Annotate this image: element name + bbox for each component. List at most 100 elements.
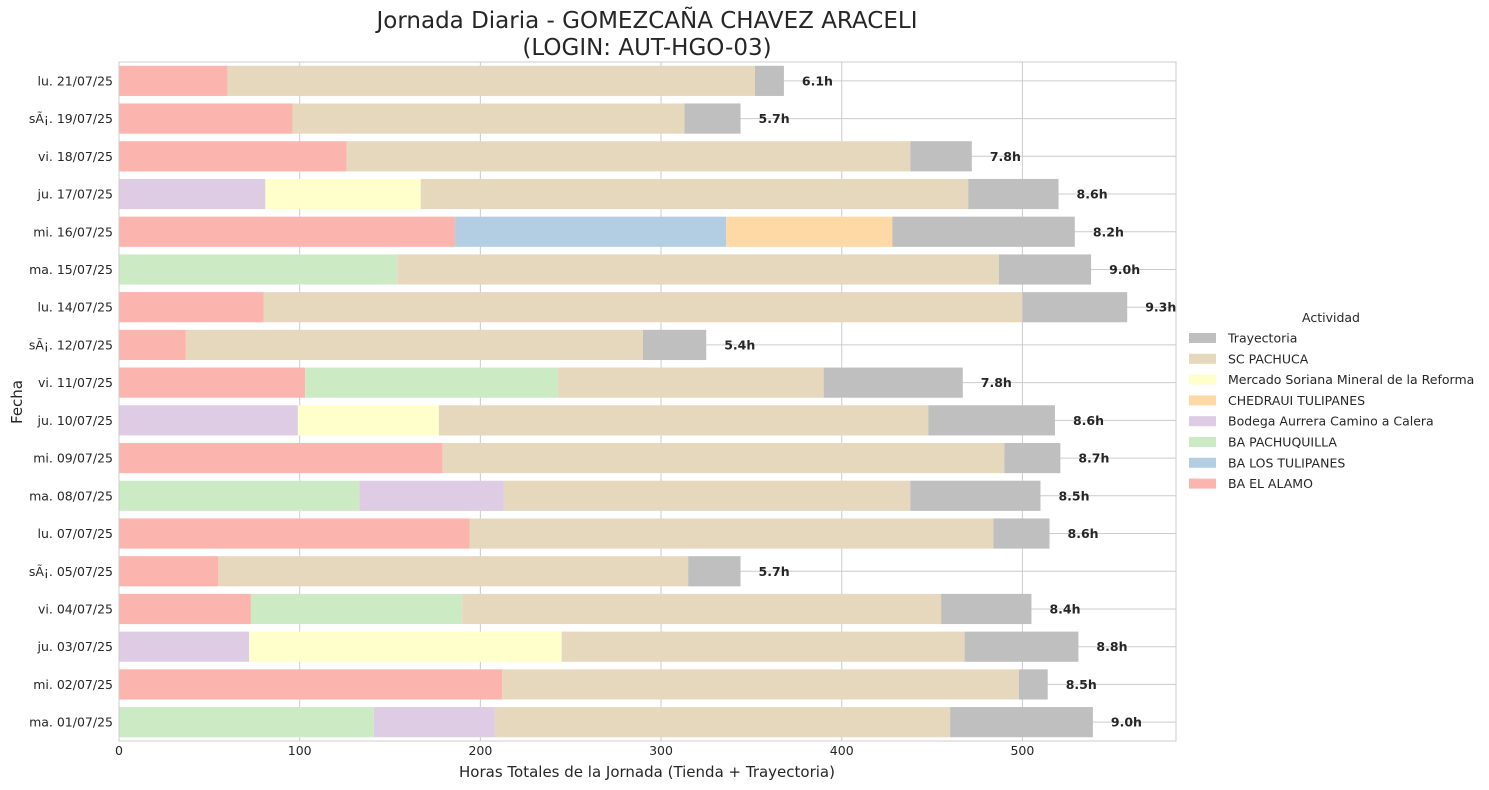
bar-total-label: 8.4h xyxy=(1049,601,1080,616)
bar-segment xyxy=(469,518,994,549)
x-tick-label: 200 xyxy=(468,743,492,758)
bar-segment xyxy=(119,367,306,398)
y-tick-label: ma. 01/07/25 xyxy=(29,715,113,730)
legend-entry-label: Bodega Aurrera Camino a Calera xyxy=(1228,414,1434,429)
x-axis-label: Horas Totales de la Jornada (Tienda + Tr… xyxy=(459,763,835,781)
bar-segment xyxy=(119,669,503,700)
bar-segment xyxy=(1018,669,1048,700)
bar-total-label: 8.8h xyxy=(1096,639,1127,654)
legend-swatch xyxy=(1189,416,1216,427)
legend-entry-label: Mercado Soriana Mineral de la Reforma xyxy=(1228,372,1474,387)
bar-segment xyxy=(119,103,293,134)
bar-total-label: 9.0h xyxy=(1111,715,1142,730)
y-axis-label: Fecha xyxy=(8,380,26,424)
bar-segment xyxy=(297,405,439,436)
bar-segment xyxy=(998,254,1092,285)
bar-total-label: 8.5h xyxy=(1066,677,1097,692)
x-tick-label: 0 xyxy=(115,743,123,758)
bar-segment xyxy=(964,631,1079,662)
x-axis-ticks: 0 100 200 300 400 500 xyxy=(115,743,1034,758)
bar-segment xyxy=(755,65,784,96)
x-tick-label: 400 xyxy=(830,743,854,758)
bar-segment xyxy=(346,141,911,172)
bar-segment xyxy=(397,254,999,285)
bar-total-label: 7.8h xyxy=(981,375,1012,390)
bar-segment xyxy=(249,631,562,662)
plot-frame xyxy=(118,61,1177,742)
bar-segment xyxy=(119,254,398,285)
y-tick-label: sÃ¡. 19/07/25 xyxy=(29,111,113,126)
legend-entry-label: BA LOS TULIPANES xyxy=(1228,455,1345,470)
bar-segment xyxy=(119,593,251,625)
bar-total-label: 5.7h xyxy=(759,564,790,579)
legend-entry-label: SC PACHUCA xyxy=(1228,351,1309,366)
bar-segment xyxy=(910,141,972,172)
y-tick-label: lu. 21/07/25 xyxy=(38,73,113,88)
bar-segment xyxy=(119,556,219,587)
legend-swatch xyxy=(1189,353,1216,364)
bar-segment xyxy=(263,292,1023,323)
bar-segment xyxy=(119,65,228,96)
y-tick-label: vi. 18/07/25 xyxy=(38,149,113,164)
y-tick-label: sÃ¡. 12/07/25 xyxy=(29,337,113,352)
bar-segment xyxy=(185,329,643,361)
bar-segment xyxy=(227,65,756,96)
bar-total-label: 5.4h xyxy=(724,337,755,352)
bar-segment xyxy=(265,178,421,210)
bar-segment xyxy=(119,178,266,210)
bar-segment xyxy=(684,103,741,134)
legend-entry-label: BA EL ALAMO xyxy=(1228,476,1313,491)
bar-segment xyxy=(119,518,470,549)
y-tick-label: mi. 02/07/25 xyxy=(33,677,113,692)
chart-title: Jornada Diaria - GOMEZCAÑA CHAVEZ ARACEL… xyxy=(375,6,918,34)
legend-swatch xyxy=(1189,478,1216,489)
bar-total-label: 8.5h xyxy=(1058,488,1089,503)
bar-segment xyxy=(688,556,741,587)
bar-total-label: 9.0h xyxy=(1109,262,1140,277)
bar-segment xyxy=(292,103,685,134)
y-tick-label: ju. 17/07/25 xyxy=(37,187,113,202)
legend-entry-label: BA PACHUQUILLA xyxy=(1228,435,1337,450)
y-tick-label: mi. 16/07/25 xyxy=(33,224,113,239)
bar-segment xyxy=(494,707,951,738)
bar-segment xyxy=(561,631,965,662)
bar-segment xyxy=(455,216,727,247)
chart-subtitle: (LOGIN: AUT-HGO-03) xyxy=(522,35,771,61)
bar-segment xyxy=(420,178,969,210)
bar-segment xyxy=(250,593,463,625)
bar-total-label: 6.1h xyxy=(802,73,833,88)
bar-segment xyxy=(442,442,1005,474)
y-tick-label: lu. 07/07/25 xyxy=(38,526,113,541)
y-tick-label: ma. 15/07/25 xyxy=(29,262,113,277)
y-tick-label: vi. 04/07/25 xyxy=(38,601,113,616)
x-tick-label: 500 xyxy=(1010,743,1034,758)
bar-segment xyxy=(218,556,689,587)
bar-segment xyxy=(892,216,1075,247)
bar-segment xyxy=(950,707,1093,738)
bar-segment xyxy=(119,442,443,474)
y-axis-ticks: ma. 01/07/25 mi. 02/07/25 ju. 03/07/25 vi. … xyxy=(29,73,113,729)
legend-swatch xyxy=(1189,437,1216,447)
bar-segment xyxy=(438,405,929,436)
bar-segment xyxy=(910,480,1041,511)
bar-total-label: 9.3h xyxy=(1145,300,1176,315)
x-tick-label: 100 xyxy=(288,743,312,758)
bar-segment xyxy=(1004,442,1061,474)
bar-segment xyxy=(1022,292,1128,323)
bar-segment xyxy=(119,292,264,323)
y-tick-label: lu. 14/07/25 xyxy=(38,300,113,315)
bar-segment xyxy=(503,480,911,511)
bar-segment xyxy=(119,707,374,738)
legend-swatch xyxy=(1189,395,1216,406)
bar-segment xyxy=(119,329,186,361)
bar-segment xyxy=(305,367,559,398)
bar-segment xyxy=(642,329,707,361)
bar-segment xyxy=(928,405,1055,436)
y-tick-label: ju. 03/07/25 xyxy=(37,639,113,654)
bar-segment xyxy=(968,178,1059,210)
bar-segment xyxy=(502,669,1019,700)
bar-total-label: 8.6h xyxy=(1073,413,1104,428)
y-tick-label: mi. 09/07/25 xyxy=(33,451,113,466)
bar-segment xyxy=(119,480,360,511)
legend-swatch xyxy=(1189,374,1216,385)
